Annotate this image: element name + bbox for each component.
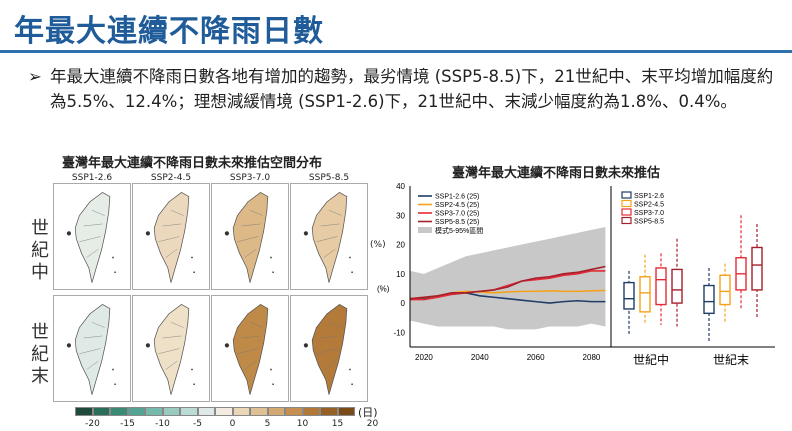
- y-tick-label: 40: [396, 182, 405, 191]
- colorbar-swatch: [162, 407, 180, 416]
- box-category-label: 世紀中: [633, 352, 669, 367]
- colorbar-tick: -15: [120, 419, 135, 429]
- row-label-end-century: 世紀末: [31, 322, 49, 387]
- map-panel: [53, 183, 131, 290]
- chart-title: 臺灣年最大連續不降雨日數未來推估: [452, 166, 661, 181]
- colorbar-tick: -5: [193, 419, 202, 429]
- colorbar-swatch: [127, 407, 145, 416]
- scenario-label: SSP1-2.6: [71, 173, 113, 183]
- colorbar-tick: -20: [85, 419, 100, 429]
- title-divider: [0, 50, 792, 53]
- colorbar-swatch: [92, 407, 110, 416]
- box-legend-label: SSP2-4.5: [634, 202, 664, 209]
- legend-label: SSP1-2.6 (25): [435, 194, 479, 201]
- box-legend-swatch: [621, 216, 632, 225]
- box: [703, 284, 715, 315]
- colorbar-swatch: [145, 407, 163, 416]
- colorbar-tick: 5: [264, 419, 271, 429]
- colorbar-swatch: [285, 407, 303, 416]
- map-panel: [211, 183, 289, 290]
- colorbar-swatch: [302, 407, 320, 416]
- x-tick-label: 2060: [527, 353, 545, 362]
- scenario-label: SSP3-7.0: [229, 173, 271, 183]
- y-tick-label: 20: [396, 241, 405, 250]
- colorbar-swatch: [110, 407, 128, 416]
- map-panel: [290, 183, 368, 290]
- legend-label: SSP5-8.5 (25): [435, 219, 479, 226]
- scenario-label: SSP2-4.5: [150, 173, 192, 183]
- map-panel: [290, 295, 368, 402]
- box-legend-swatch: [621, 208, 632, 216]
- bullet-point: ➢ 年最大連續不降雨日數各地有增加的趨勢，最劣情境 (SSP5-8.5)下，21…: [28, 64, 788, 114]
- y-tick-label: 30: [396, 211, 405, 220]
- legend-label: SSP2-4.5 (25): [435, 202, 479, 209]
- map-panel: [211, 295, 289, 402]
- uncertainty-band: [410, 226, 606, 330]
- y-tick-label: -10: [393, 328, 405, 337]
- series-line: [409, 289, 606, 300]
- map-figure-title: 臺灣年最大連續不降雨日數未來推估空間分布: [62, 156, 323, 171]
- colorbar-swatch: [267, 407, 285, 416]
- colorbar-tick: 10: [296, 419, 309, 429]
- box: [751, 246, 763, 291]
- box-legend-label: SSP1-2.6: [634, 193, 664, 200]
- series-line: [410, 292, 606, 304]
- box-legend-label: SSP5-8.5: [634, 219, 664, 226]
- colorbar-unit: (日): [358, 406, 378, 419]
- page-title: 年最大連續不降雨日數: [14, 14, 324, 49]
- colorbar-swatch: [337, 407, 355, 416]
- row-label-mid-century: 世紀中: [31, 218, 49, 283]
- legend-label: SSP3-7.0 (25): [435, 211, 479, 218]
- series-line: [409, 265, 606, 300]
- scenario-label: SSP5-8.5: [308, 173, 350, 183]
- x-tick-label: 2020: [415, 353, 433, 362]
- map-panel: [132, 183, 210, 290]
- colorbar-swatch: [250, 407, 268, 416]
- box: [655, 267, 667, 306]
- arrow-bullet-icon: ➢: [28, 67, 42, 86]
- colorbar-swatch: [215, 407, 233, 416]
- legend-label: 模式5-95%區間: [435, 226, 483, 235]
- bullet-text: 年最大連續不降雨日數各地有增加的趨勢，最劣情境 (SSP5-8.5)下，21世紀…: [50, 67, 774, 111]
- y-tick-label: 0: [401, 299, 406, 308]
- box: [735, 257, 747, 291]
- y-axis-label: (%): [377, 284, 390, 293]
- colorbar-swatch: [75, 407, 93, 416]
- colorbar-swatch: [197, 407, 215, 416]
- box: [671, 268, 683, 304]
- box: [639, 276, 651, 313]
- y-tick-label: 10: [396, 270, 405, 279]
- x-tick-label: 2040: [471, 353, 489, 362]
- box: [623, 281, 635, 310]
- box-legend-label: SSP3-7.0: [634, 210, 664, 217]
- colorbar-tick: 0: [229, 419, 236, 429]
- map-unit-label: (%): [370, 240, 386, 250]
- colorbar-swatch: [180, 407, 198, 416]
- box-legend-swatch: [621, 199, 632, 208]
- box-category-label: 世紀末: [713, 353, 749, 367]
- box-legend-swatch: [621, 191, 632, 199]
- colorbar-tick: 15: [331, 419, 344, 429]
- series-line: [410, 270, 606, 301]
- legend-swatch: [418, 227, 432, 233]
- box: [719, 274, 731, 306]
- colorbar-tick: -10: [155, 419, 170, 429]
- colorbar-swatch: [232, 407, 250, 416]
- colorbar-swatch: [320, 407, 338, 416]
- colorbar-tick: 20: [366, 419, 379, 429]
- map-panel: [53, 295, 131, 402]
- map-panel: [132, 295, 210, 402]
- x-tick-label: 2080: [583, 353, 601, 362]
